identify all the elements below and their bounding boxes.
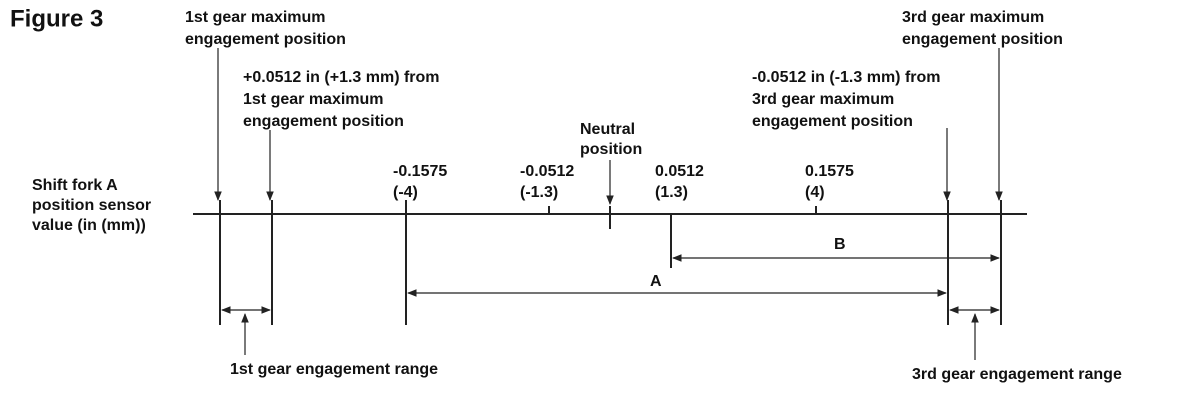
tick-label: (-4) (393, 184, 418, 201)
range-label: A (650, 273, 662, 290)
tick-label: (1.3) (655, 184, 688, 201)
label: -0.0512 in (-1.3 mm) from (752, 69, 941, 86)
tick-label: -0.1575 (393, 163, 447, 180)
lines (193, 48, 1027, 360)
label: 3rd gear maximum (902, 9, 1044, 26)
label: 1st gear maximum (243, 91, 384, 108)
tick-label: -0.0512 (520, 163, 574, 180)
label: engagement position (902, 31, 1063, 48)
label: engagement position (185, 31, 346, 48)
label: engagement position (752, 113, 913, 130)
label: +0.0512 in (+1.3 mm) from (243, 69, 440, 86)
tick-label: (4) (805, 184, 825, 201)
label: 1st gear maximum (185, 9, 326, 26)
tick-label: 0.1575 (805, 163, 854, 180)
axis-label: value (in (mm)) (32, 217, 146, 234)
tick-label: (-1.3) (520, 184, 558, 201)
figure-title: Figure 3 (10, 5, 103, 32)
range-label: B (834, 236, 846, 253)
range-label: 1st gear engagement range (230, 361, 438, 378)
label: position (580, 141, 642, 158)
range-label: 3rd gear engagement range (912, 366, 1122, 383)
label: 3rd gear maximum (752, 91, 894, 108)
label: Neutral (580, 121, 635, 138)
tick-label: 0.0512 (655, 163, 704, 180)
axis-label: position sensor (32, 197, 151, 214)
label: engagement position (243, 113, 404, 130)
axis-label: Shift fork A (32, 177, 118, 194)
